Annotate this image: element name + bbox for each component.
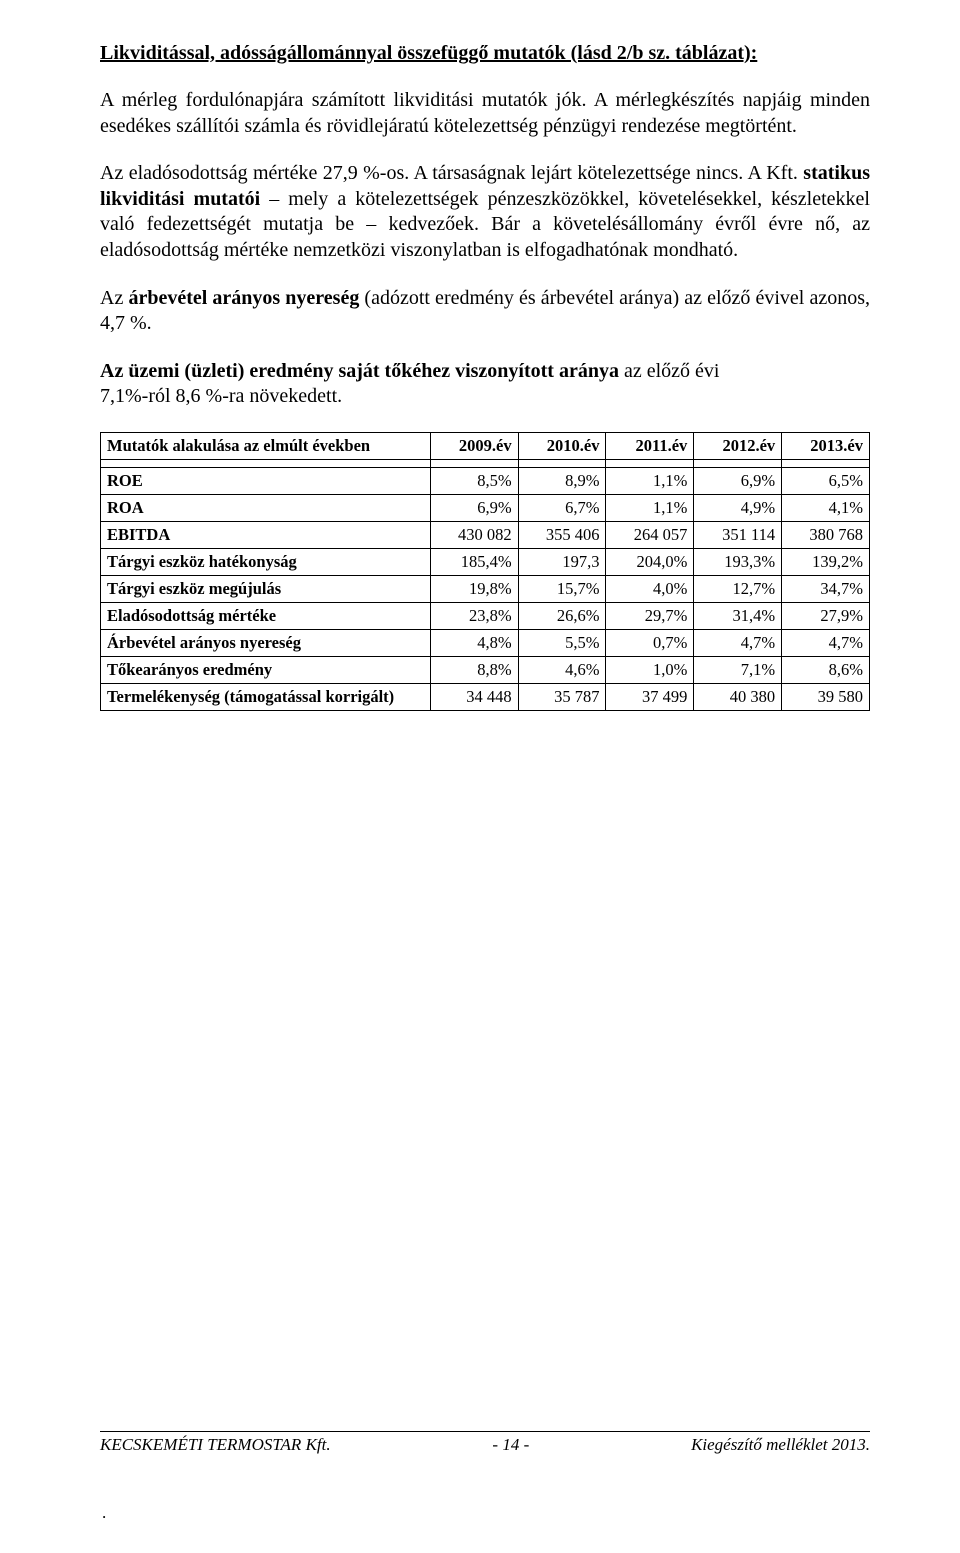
p4-line2: 7,1%-ról 8,6 %-ra növekedett. [100, 385, 342, 407]
row-val: 0,7% [606, 629, 694, 656]
row-val: 37 499 [606, 683, 694, 710]
row-label: Tárgyi eszköz megújulás [101, 575, 431, 602]
paragraph-3: Az árbevétel arányos nyereség (adózott e… [100, 286, 870, 337]
p4-rest: az előző évi [619, 360, 720, 382]
row-val: 1,1% [606, 494, 694, 521]
row-val: 4,8% [430, 629, 518, 656]
footer-page-number: - 14 - [492, 1435, 529, 1455]
row-label: ROA [101, 494, 431, 521]
row-label: Termelékenység (támogatással korrigált) [101, 683, 431, 710]
header-year-0: 2009.év [430, 432, 518, 459]
row-label: Árbevétel arányos nyereség [101, 629, 431, 656]
page-footer: KECSKEMÉTI TERMOSTAR Kft. - 14 - Kiegész… [100, 1391, 870, 1523]
row-val: 6,7% [518, 494, 606, 521]
table-row: Tőkearányos eredmény 8,8% 4,6% 1,0% 7,1%… [101, 656, 870, 683]
row-val: 4,1% [782, 494, 870, 521]
row-val: 8,5% [430, 467, 518, 494]
stray-dot: . [100, 1503, 870, 1523]
row-val: 204,0% [606, 548, 694, 575]
row-val: 12,7% [694, 575, 782, 602]
paragraph-1: A mérleg fordulónapjára számított likvid… [100, 88, 870, 139]
row-val: 29,7% [606, 602, 694, 629]
metrics-table: Mutatók alakulása az elmúlt években 2009… [100, 432, 870, 711]
row-val: 193,3% [694, 548, 782, 575]
row-val: 19,8% [430, 575, 518, 602]
row-val: 40 380 [694, 683, 782, 710]
row-val: 34 448 [430, 683, 518, 710]
row-val: 351 114 [694, 521, 782, 548]
row-label: Eladósodottság mértéke [101, 602, 431, 629]
row-val: 39 580 [782, 683, 870, 710]
row-val: 4,0% [606, 575, 694, 602]
row-val: 7,1% [694, 656, 782, 683]
row-val: 1,1% [606, 467, 694, 494]
paragraph-4: Az üzemi (üzleti) eredmény saját tőkéhez… [100, 359, 870, 410]
row-val: 1,0% [606, 656, 694, 683]
p2-text-a: Az eladósodottság mértéke 27,9 %-os. A t… [100, 162, 803, 184]
row-val: 380 768 [782, 521, 870, 548]
row-val: 139,2% [782, 548, 870, 575]
table-spacer-row [101, 459, 870, 467]
row-val: 4,7% [694, 629, 782, 656]
row-val: 27,9% [782, 602, 870, 629]
row-val: 15,7% [518, 575, 606, 602]
row-val: 8,9% [518, 467, 606, 494]
row-val: 23,8% [430, 602, 518, 629]
row-label: ROE [101, 467, 431, 494]
row-val: 35 787 [518, 683, 606, 710]
row-val: 4,7% [782, 629, 870, 656]
row-val: 264 057 [606, 521, 694, 548]
row-val: 430 082 [430, 521, 518, 548]
header-year-2: 2011.év [606, 432, 694, 459]
table-header-row: Mutatók alakulása az elmúlt években 2009… [101, 432, 870, 459]
section-heading: Likviditással, adósságállománnyal összef… [100, 40, 870, 66]
row-val: 6,9% [430, 494, 518, 521]
p3-bold: árbevétel arányos nyereség [128, 287, 359, 309]
footer-divider [100, 1431, 870, 1432]
row-label: EBITDA [101, 521, 431, 548]
row-val: 8,8% [430, 656, 518, 683]
p3-a: Az [100, 287, 128, 309]
paragraph-2: Az eladósodottság mértéke 27,9 %-os. A t… [100, 161, 870, 263]
row-val: 31,4% [694, 602, 782, 629]
row-val: 5,5% [518, 629, 606, 656]
table-row: Árbevétel arányos nyereség 4,8% 5,5% 0,7… [101, 629, 870, 656]
table-row: Tárgyi eszköz hatékonyság 185,4% 197,3 2… [101, 548, 870, 575]
row-label: Tárgyi eszköz hatékonyság [101, 548, 431, 575]
table-row: Termelékenység (támogatással korrigált) … [101, 683, 870, 710]
table-row: EBITDA 430 082 355 406 264 057 351 114 3… [101, 521, 870, 548]
header-year-4: 2013.év [782, 432, 870, 459]
header-label: Mutatók alakulása az elmúlt években [101, 432, 431, 459]
row-val: 6,9% [694, 467, 782, 494]
row-val: 4,6% [518, 656, 606, 683]
row-val: 6,5% [782, 467, 870, 494]
row-label: Tőkearányos eredmény [101, 656, 431, 683]
footer-right: Kiegészítő melléklet 2013. [691, 1435, 870, 1455]
row-val: 4,9% [694, 494, 782, 521]
row-val: 197,3 [518, 548, 606, 575]
header-year-3: 2012.év [694, 432, 782, 459]
row-val: 8,6% [782, 656, 870, 683]
row-val: 185,4% [430, 548, 518, 575]
table-row: Eladósodottság mértéke 23,8% 26,6% 29,7%… [101, 602, 870, 629]
row-val: 26,6% [518, 602, 606, 629]
p4-bold: Az üzemi (üzleti) eredmény saját tőkéhez… [100, 360, 619, 382]
row-val: 34,7% [782, 575, 870, 602]
row-val: 355 406 [518, 521, 606, 548]
table-row: Tárgyi eszköz megújulás 19,8% 15,7% 4,0%… [101, 575, 870, 602]
footer-left: KECSKEMÉTI TERMOSTAR Kft. [100, 1435, 331, 1455]
table-row: ROE 8,5% 8,9% 1,1% 6,9% 6,5% [101, 467, 870, 494]
header-year-1: 2010.év [518, 432, 606, 459]
table-row: ROA 6,9% 6,7% 1,1% 4,9% 4,1% [101, 494, 870, 521]
